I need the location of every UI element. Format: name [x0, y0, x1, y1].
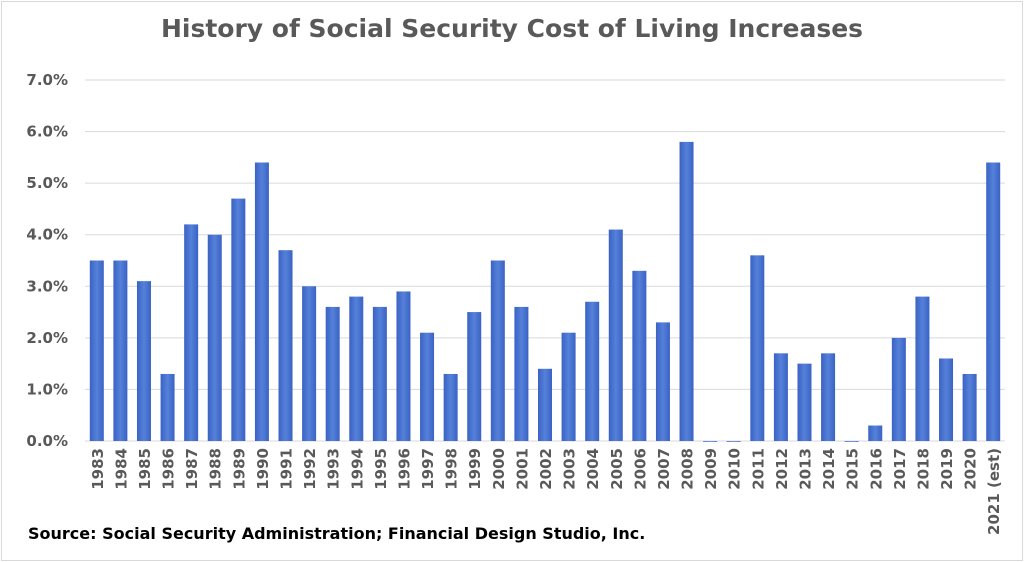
- x-tick-label: 2006: [631, 448, 649, 490]
- bar-2014: [821, 353, 836, 441]
- bar-1994: [349, 296, 364, 441]
- bar-1996: [396, 291, 411, 441]
- x-tick-label: 2005: [608, 448, 626, 490]
- x-tick-label: 2010: [726, 448, 744, 490]
- x-tick-label: 2020: [962, 448, 980, 490]
- bar-1995: [372, 306, 387, 441]
- x-tick-label: 1983: [89, 448, 107, 490]
- bar-2021est: [986, 162, 1001, 441]
- bar-2008: [679, 141, 694, 441]
- chart-source: Source: Social Security Administration; …: [28, 524, 646, 543]
- y-tick-label: 7.0%: [26, 71, 68, 89]
- bar-1986: [160, 373, 175, 441]
- x-tick-label: 1999: [466, 448, 484, 490]
- bar-1990: [254, 162, 269, 441]
- bar-1992: [302, 286, 317, 441]
- bar-2017: [891, 337, 906, 441]
- y-tick-label: 2.0%: [26, 329, 68, 347]
- bar-1999: [467, 312, 482, 441]
- y-tick-label: 5.0%: [26, 174, 68, 192]
- bar-1983: [89, 260, 104, 441]
- bar-2004: [585, 301, 600, 441]
- bar-2009: [703, 441, 718, 442]
- bar-2015: [844, 441, 859, 442]
- bar-1988: [207, 234, 222, 441]
- bar-2016: [868, 425, 883, 441]
- x-tick-label: 2021 (est): [985, 448, 1003, 535]
- bar-2005: [608, 229, 623, 441]
- x-tick-label: 2014: [820, 448, 838, 490]
- x-tick-label: 1987: [183, 448, 201, 490]
- bar-2002: [538, 368, 552, 441]
- x-tick-label: 1988: [207, 448, 225, 490]
- x-tick-label: 1995: [372, 448, 390, 490]
- bar-2001: [514, 306, 529, 441]
- bar-1993: [325, 306, 340, 441]
- x-tick-label: 1990: [254, 448, 272, 490]
- x-tick-label: 1994: [348, 448, 366, 490]
- x-tick-label: 1993: [325, 448, 343, 490]
- x-tick-label: 1985: [136, 448, 154, 490]
- x-tick-label: 1984: [112, 448, 130, 490]
- y-tick-label: 4.0%: [26, 226, 68, 244]
- bar-2007: [655, 322, 670, 441]
- x-tick-label: 2018: [914, 448, 932, 490]
- bar-1991: [278, 250, 293, 441]
- x-tick-label: 1989: [230, 448, 248, 490]
- bar-1984: [113, 260, 128, 441]
- bar-2006: [632, 270, 647, 441]
- bar-2020: [962, 373, 977, 441]
- bar-2013: [797, 363, 812, 441]
- x-tick-label: 2013: [796, 448, 814, 490]
- bar-2012: [773, 353, 788, 441]
- bar-2000: [490, 260, 505, 441]
- bar-2003: [561, 332, 576, 441]
- y-tick-label: 6.0%: [26, 123, 68, 141]
- bar-1989: [231, 198, 246, 441]
- bar-1997: [420, 332, 435, 441]
- x-tick-label: 2011: [749, 448, 767, 490]
- x-tick-label: 2012: [773, 448, 791, 490]
- x-tick-label: 2004: [584, 448, 602, 490]
- x-tick-label: 2019: [938, 448, 956, 490]
- x-tick-label: 2000: [490, 448, 508, 490]
- bar-1985: [136, 281, 151, 441]
- bar-1998: [443, 373, 458, 441]
- x-tick-label: 1996: [395, 448, 413, 490]
- bar-2011: [750, 255, 765, 441]
- bar-1987: [184, 224, 199, 441]
- x-tick-label: 2003: [561, 448, 579, 490]
- x-tick-label: 1997: [419, 448, 437, 490]
- x-tick-label: 1986: [160, 448, 178, 490]
- bar-2019: [939, 358, 954, 441]
- y-tick-label: 1.0%: [26, 380, 68, 398]
- x-tick-label: 2002: [537, 448, 555, 490]
- bar-2018: [915, 296, 930, 441]
- chart-title: History of Social Security Cost of Livin…: [160, 14, 864, 43]
- bar-2010: [726, 441, 741, 442]
- x-tick-label: 2016: [867, 448, 885, 490]
- x-tick-label: 1992: [301, 448, 319, 490]
- x-tick-label: 2007: [655, 448, 673, 490]
- x-tick-label: 2015: [844, 448, 862, 490]
- x-tick-label: 2009: [702, 448, 720, 490]
- x-tick-label: 2008: [679, 448, 697, 490]
- x-tick-label: 2017: [891, 448, 909, 490]
- x-tick-label: 2001: [513, 448, 531, 490]
- y-tick-label: 0.0%: [26, 432, 68, 450]
- x-tick-label: 1998: [443, 448, 461, 490]
- x-tick-label: 1991: [278, 448, 296, 490]
- y-tick-label: 3.0%: [26, 277, 68, 295]
